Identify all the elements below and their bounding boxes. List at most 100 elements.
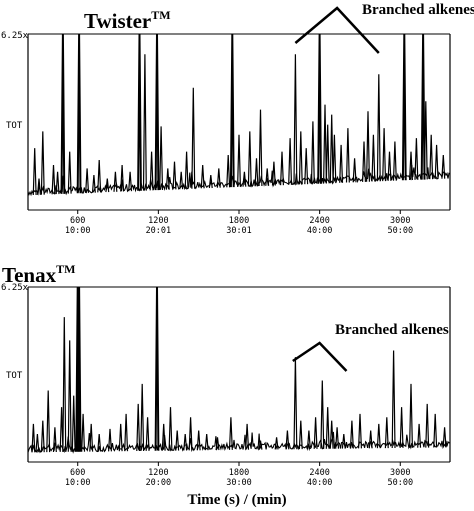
- peak-mark: [317, 33, 322, 184]
- peak-mark: [293, 357, 298, 450]
- branched-alkenes-bracket: [292, 341, 348, 372]
- peak-mark: [81, 413, 86, 452]
- peak-mark: [271, 161, 276, 186]
- peak-mark: [137, 33, 142, 191]
- peak-mark: [196, 430, 201, 451]
- peak-mark: [247, 131, 252, 187]
- peak-mark: [191, 87, 196, 189]
- x-tick-label-minutes: 20:00: [146, 478, 172, 488]
- peak-mark: [339, 144, 344, 183]
- peak-mark: [154, 286, 160, 451]
- peak-mark: [433, 413, 438, 448]
- peak-mark: [85, 168, 90, 193]
- peak-mark: [258, 109, 263, 187]
- x-tick-label-seconds: 1200: [148, 216, 168, 226]
- peak-mark: [325, 407, 330, 449]
- peak-mark: [113, 171, 118, 192]
- peak-mark: [349, 420, 354, 449]
- peak-mark: [37, 178, 41, 195]
- y-mid-label: TOT: [6, 121, 23, 131]
- x-tick-label-minutes: 40:00: [307, 478, 333, 488]
- peak-mark: [298, 131, 303, 185]
- peak-mark: [384, 417, 389, 449]
- x-tick-label-minutes: 30:00: [226, 478, 252, 488]
- peak-mark: [332, 134, 337, 184]
- peak-mark: [376, 423, 381, 449]
- peak-mark: [67, 151, 72, 194]
- peak-mark: [288, 138, 293, 185]
- x-tick-label-minutes: 50:00: [387, 478, 413, 488]
- peak-mark: [313, 417, 318, 449]
- peak-mark: [329, 114, 334, 184]
- peak-mark: [55, 171, 60, 195]
- peak-mark: [40, 420, 45, 453]
- peak-mark: [165, 168, 170, 190]
- peak-mark: [391, 350, 396, 449]
- peak-mark: [208, 175, 213, 189]
- peak-mark: [401, 33, 407, 181]
- x-tick-label-seconds: 2400: [309, 468, 329, 478]
- x-tick-label-minutes: 10:00: [65, 226, 91, 236]
- x-tick-label-minutes: 50:00: [387, 226, 413, 236]
- peak-mark: [429, 134, 434, 180]
- peak-mark: [387, 151, 392, 181]
- peak-mark: [420, 33, 426, 180]
- peak-mark: [60, 33, 66, 194]
- peak-mark: [120, 164, 125, 192]
- peak-mark: [216, 168, 221, 188]
- peak-mark: [76, 286, 82, 452]
- peak-mark: [325, 124, 330, 184]
- peak-mark: [399, 407, 404, 448]
- annotation-bracket-line: [294, 6, 380, 54]
- peak-mark: [423, 101, 428, 180]
- peak-mark: [105, 178, 110, 193]
- peak-mark: [97, 433, 102, 452]
- y-mid-label: TOT: [6, 371, 23, 381]
- peak-mark: [204, 433, 209, 451]
- x-tick-label-seconds: 1800: [229, 216, 249, 226]
- peak-mark: [368, 430, 373, 449]
- x-tick-label-seconds: 3000: [390, 468, 410, 478]
- peak-mark: [434, 144, 439, 180]
- peak-mark: [215, 437, 220, 451]
- peak-mark: [108, 428, 112, 452]
- peak-mark: [168, 407, 173, 451]
- branched-alkenes-bracket: [294, 6, 380, 54]
- peak-mark: [67, 340, 72, 452]
- peak-marks: [31, 286, 447, 453]
- peak-mark: [91, 175, 96, 193]
- x-axis-title: Time (s) / (min): [187, 492, 286, 508]
- x-tick-label-seconds: 1800: [229, 468, 249, 478]
- peak-mark: [228, 417, 233, 450]
- peak-mark: [40, 131, 45, 195]
- peak-mark: [161, 423, 166, 451]
- peak-mark: [345, 128, 350, 183]
- peak-mark: [441, 154, 446, 179]
- peak-mark: [323, 104, 327, 184]
- peak-mark: [71, 395, 76, 452]
- peak-mark: [366, 111, 370, 182]
- x-tick-label-seconds: 3000: [390, 216, 410, 226]
- peak-mark: [341, 433, 346, 449]
- panel-title-tenax: TenaxTM: [2, 262, 75, 287]
- peak-mark: [409, 383, 413, 448]
- peak-mark: [172, 161, 177, 190]
- peak-mark: [371, 134, 376, 182]
- peak-mark: [140, 383, 145, 452]
- peak-mark: [358, 413, 362, 449]
- peak-mark: [35, 433, 40, 453]
- y-scale-label: 6.25x: [1, 283, 29, 293]
- peak-mark: [417, 423, 422, 448]
- peak-mark: [245, 423, 250, 450]
- peak-mark: [136, 403, 141, 452]
- panel-tenax: TenaxTM 6.25x TOT 60010:00120020:0018003…: [1, 262, 451, 488]
- peak-mark: [285, 430, 290, 450]
- peak-mark: [274, 437, 279, 450]
- peak-mark: [76, 33, 82, 194]
- x-tick-label-seconds: 600: [70, 216, 85, 226]
- peak-mark: [183, 433, 188, 451]
- peak-mark: [46, 390, 51, 453]
- x-tick-label-minutes: 10:00: [65, 478, 91, 488]
